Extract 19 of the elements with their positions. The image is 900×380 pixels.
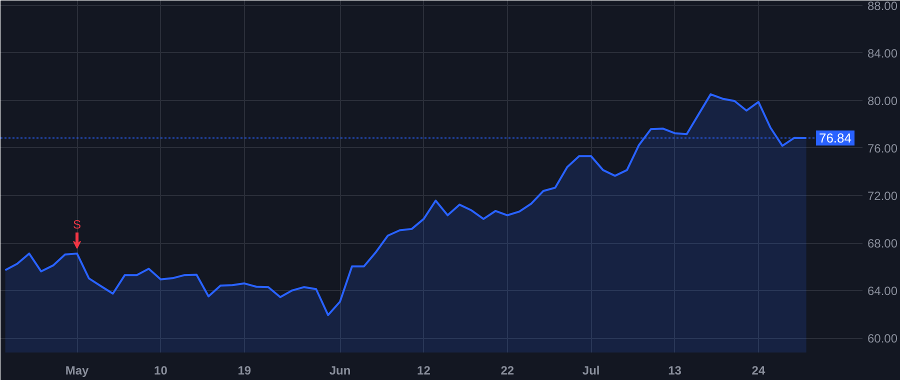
x-tick-label: 12 [417,364,431,378]
x-tick-label: Jun [329,364,351,378]
ref-line-label: 76.84 [818,130,852,146]
x-tick-label: 13 [668,364,682,378]
y-tick-label: 88.00 [868,0,898,13]
y-tick-label: 80.00 [868,94,898,108]
y-tick-label: 60.00 [868,332,898,346]
x-tick-label: 19 [238,364,252,378]
x-tick-label: Jul [582,364,600,378]
x-tick-label: May [65,364,90,378]
x-tick-label: 22 [500,364,514,378]
y-tick-label: 72.00 [868,189,898,204]
annotation: S [73,218,82,232]
y-tick-label: 76.00 [868,141,898,156]
y-tick-label: 68.00 [868,236,898,251]
y-tick-label: 64.00 [868,284,898,298]
x-tick-label: 10 [154,364,168,378]
x-tick-label: 24 [752,364,766,378]
y-tick-label: 84.00 [868,46,898,60]
